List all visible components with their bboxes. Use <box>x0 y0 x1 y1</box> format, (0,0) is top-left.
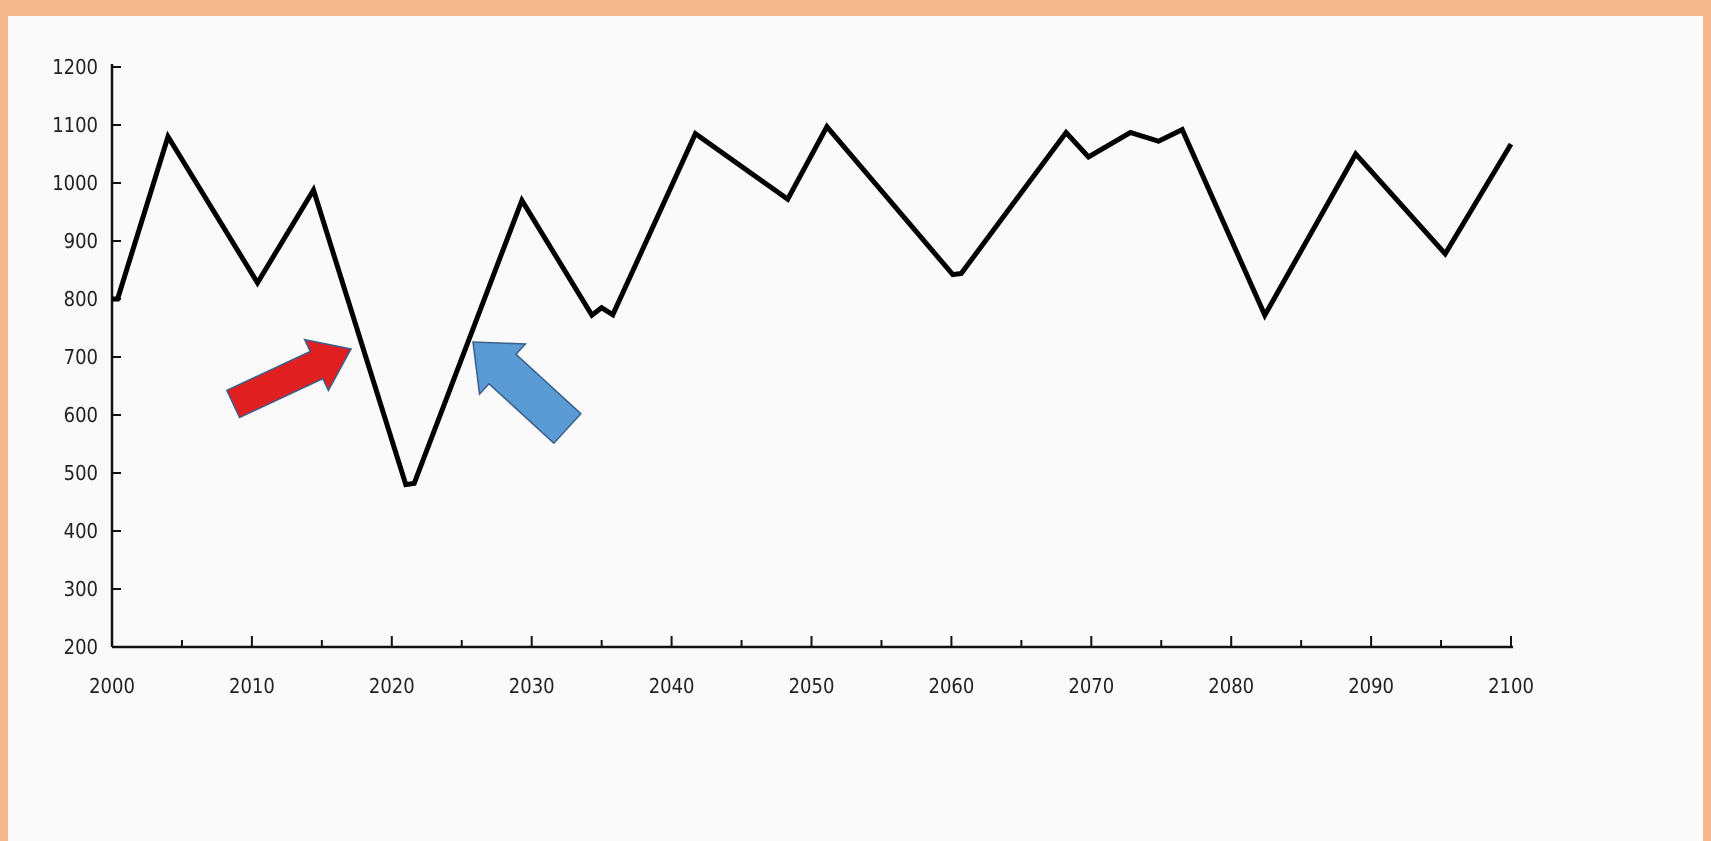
x-tick-label: 2030 <box>509 674 555 698</box>
x-tick-label: 2040 <box>649 674 695 698</box>
x-tick-label: 2070 <box>1068 674 1114 698</box>
y-tick-label: 400 <box>64 519 98 543</box>
x-tick-label: 2090 <box>1348 674 1394 698</box>
y-tick-label: 900 <box>64 229 98 253</box>
y-tick-label: 1100 <box>52 113 98 137</box>
x-tick-label: 2100 <box>1488 674 1534 698</box>
y-tick-label: 300 <box>64 577 98 601</box>
y-tick-label: 200 <box>64 635 98 659</box>
red-arrow <box>225 338 353 419</box>
series-line-0 <box>112 122 1514 488</box>
y-tick-label: 500 <box>64 461 98 485</box>
line-chart: 200 300 400 500 600 700 800 900 1000 1100 1200 2000… <box>52 55 1534 698</box>
blue-arrow-shape <box>472 341 582 445</box>
x-tick-label: 2060 <box>929 674 975 698</box>
y-tick-label: 1000 <box>52 171 98 195</box>
chart-frame: 200 300 400 500 600 700 800 900 1000 1100 1200 2000… <box>8 16 1703 841</box>
x-tick-label: 2010 <box>229 674 275 698</box>
red-arrow-shape <box>225 338 353 419</box>
y-tick-label: 1200 <box>52 55 98 79</box>
x-tick-label: 2020 <box>369 674 415 698</box>
x-tick-label: 2000 <box>89 674 135 698</box>
x-tick-label: 2080 <box>1208 674 1254 698</box>
y-tick-label: 600 <box>64 403 98 427</box>
blue-arrow <box>472 341 582 445</box>
y-tick-label: 700 <box>64 345 98 369</box>
x-tick-label: 2050 <box>789 674 835 698</box>
y-tick-label: 800 <box>64 287 98 311</box>
